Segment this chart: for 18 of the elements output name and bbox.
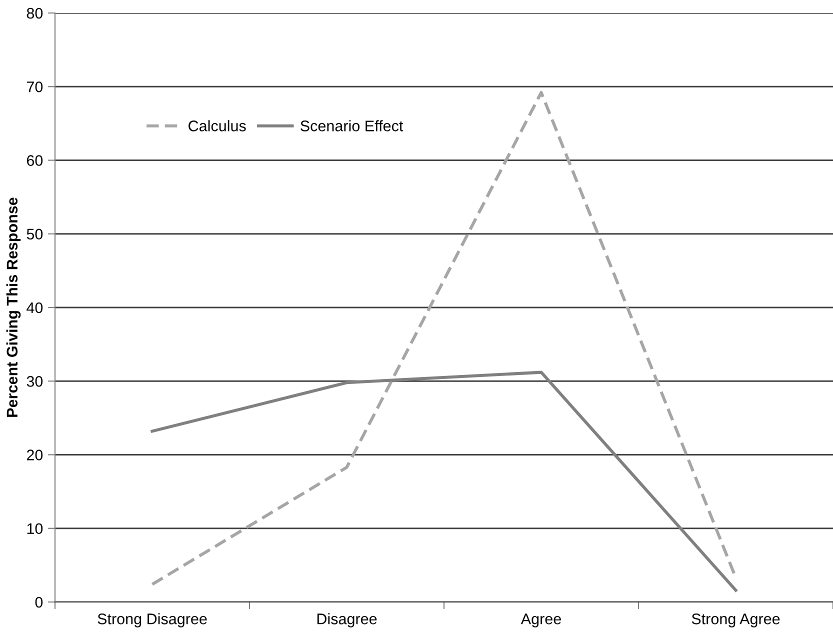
x-tick-label: Strong Agree	[692, 614, 780, 628]
legend-label: Scenario Effect	[300, 120, 404, 132]
x-tick-label: Disagree	[317, 613, 377, 628]
y-tick-label: 70	[26, 81, 43, 92]
y-tick-label: 60	[26, 155, 43, 166]
y-tick-label: 50	[26, 228, 43, 240]
line-series	[150, 370, 738, 592]
y-tick-label: 30	[26, 376, 43, 387]
y-axis-title: Percent Giving This Response	[6, 198, 21, 417]
line-series	[150, 90, 738, 586]
x-tick-label: Agree	[520, 614, 561, 628]
y-tick-label: 40	[26, 302, 43, 314]
legend-label: Calculus	[188, 120, 246, 132]
y-tick-label: 10	[27, 523, 43, 534]
x-tick-label: Strong Disagree	[98, 613, 207, 628]
y-tick-label: 0	[35, 596, 43, 608]
y-tick-label: 80	[26, 8, 43, 19]
y-tick-label: 20	[26, 450, 43, 460]
